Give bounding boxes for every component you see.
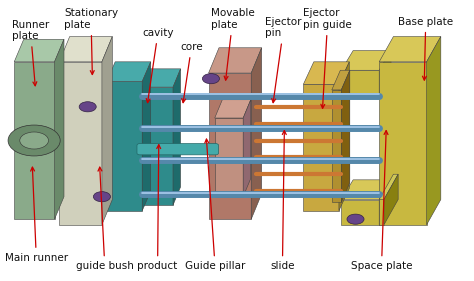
Polygon shape [107,62,151,81]
Polygon shape [142,87,173,205]
Circle shape [202,74,219,84]
Polygon shape [209,48,262,73]
FancyBboxPatch shape [137,144,219,155]
Polygon shape [379,180,391,225]
Polygon shape [251,48,262,219]
Polygon shape [341,70,379,96]
Text: Main runner: Main runner [5,167,68,263]
Polygon shape [341,200,379,225]
Polygon shape [209,73,251,219]
Polygon shape [384,174,398,225]
Text: product: product [137,145,178,271]
Polygon shape [102,37,112,225]
Polygon shape [142,69,181,87]
Polygon shape [173,69,181,205]
Polygon shape [303,84,339,211]
Text: cavity: cavity [142,28,173,103]
Text: core: core [180,42,203,103]
Polygon shape [55,39,64,219]
Polygon shape [332,90,341,202]
Polygon shape [215,118,243,197]
Text: guide bush: guide bush [76,167,134,271]
Text: Runner
plate: Runner plate [12,20,49,86]
Polygon shape [379,174,398,200]
Text: Guide pillar: Guide pillar [185,139,245,271]
Polygon shape [341,51,391,70]
Text: Movable
plate: Movable plate [211,8,255,80]
Polygon shape [107,81,142,211]
Circle shape [20,132,48,149]
Polygon shape [341,180,391,200]
Polygon shape [427,37,441,225]
Text: Stationary
plate: Stationary plate [64,8,118,74]
Text: slide: slide [270,131,295,271]
Polygon shape [379,51,391,96]
Polygon shape [339,62,349,211]
Polygon shape [341,70,350,202]
Text: Ejector
pin: Ejector pin [265,17,302,103]
Polygon shape [59,37,112,62]
Circle shape [93,192,110,202]
Text: Ejector
pin guide: Ejector pin guide [303,8,352,108]
Polygon shape [215,100,251,118]
Polygon shape [14,39,64,62]
Polygon shape [332,70,350,90]
Polygon shape [14,62,55,219]
Circle shape [8,125,60,156]
Polygon shape [379,200,384,225]
Circle shape [79,102,96,112]
Text: Space plate: Space plate [351,131,412,271]
Circle shape [347,214,364,224]
Polygon shape [243,100,251,197]
Polygon shape [379,37,441,62]
Polygon shape [59,62,102,225]
Polygon shape [379,62,427,225]
Polygon shape [142,62,151,211]
Text: Base plate: Base plate [398,17,453,80]
Polygon shape [303,62,349,84]
